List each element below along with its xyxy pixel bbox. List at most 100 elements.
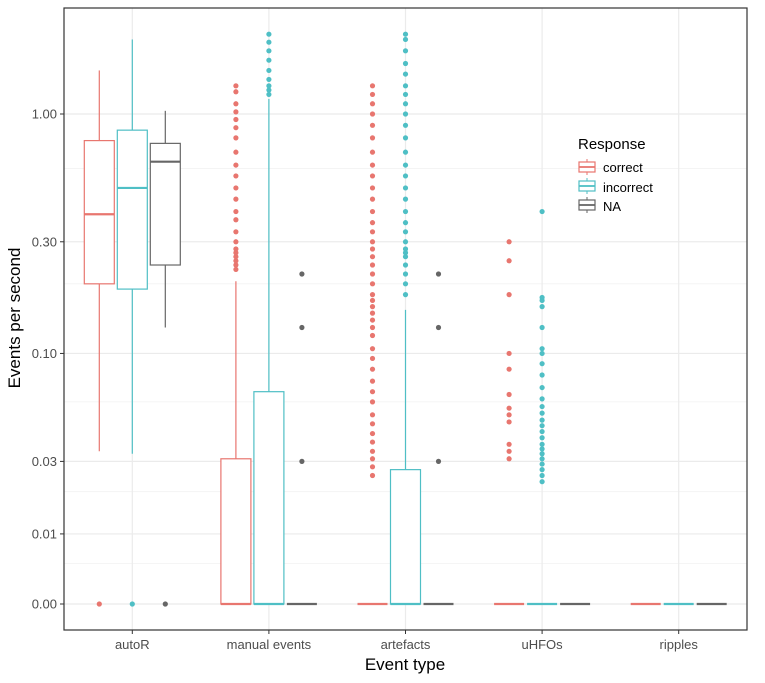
outlier-point	[539, 294, 545, 301]
outlier-point	[506, 448, 512, 454]
legend-keys	[578, 159, 596, 213]
outlier-point	[369, 430, 376, 437]
outlier-point	[539, 428, 545, 435]
outlier-point	[402, 239, 409, 245]
outlier-point	[402, 229, 409, 235]
outlier-point	[402, 162, 409, 168]
outlier-point	[402, 149, 409, 155]
outlier-point	[369, 464, 376, 470]
outlier-point	[266, 31, 272, 37]
y-tick-label: 0.01	[32, 526, 57, 541]
x-axis: autoR manual events artefacts uHFOs ripples	[115, 630, 698, 652]
outlier-point	[539, 456, 545, 462]
outlier-point	[233, 162, 239, 168]
box-iqr	[253, 391, 285, 605]
outlier-point	[539, 417, 545, 423]
outlier-point	[506, 350, 512, 357]
legend-key-incorrect	[578, 178, 596, 194]
x-tick-label: artefacts	[381, 637, 431, 652]
outlier-point	[506, 412, 512, 418]
outlier-point	[539, 304, 545, 310]
outlier-point	[539, 423, 545, 429]
outlier-point	[96, 601, 102, 607]
box-na-1	[286, 271, 317, 606]
y-axis: 0.00 0.01 0.03 0.10 0.30 1.00	[32, 107, 64, 612]
outlier-point	[539, 403, 545, 410]
outlier-point	[266, 83, 272, 89]
box-incorrect-0	[116, 39, 148, 607]
outlier-point	[129, 601, 135, 607]
outlier-point	[402, 101, 409, 107]
outlier-point	[369, 304, 376, 310]
outlier-point	[369, 173, 376, 179]
legend-label-na: NA	[603, 199, 621, 214]
outlier-point	[233, 135, 239, 141]
outlier-point	[266, 57, 272, 63]
outlier-point	[402, 122, 409, 128]
outlier-point	[506, 405, 512, 411]
outlier-point	[369, 91, 376, 98]
outlier-point	[369, 271, 376, 277]
outlier-point	[402, 196, 409, 202]
outlier-point	[266, 39, 272, 45]
outlier-point	[233, 239, 239, 245]
outlier-point	[369, 162, 376, 168]
outlier-point	[266, 67, 272, 74]
outlier-point	[369, 297, 376, 304]
outlier-point	[539, 361, 545, 367]
outlier-point	[369, 439, 376, 445]
outlier-point	[233, 116, 239, 123]
outlier-point	[369, 292, 376, 298]
legend: Response correct incorrect NA	[578, 136, 653, 214]
outlier-point	[435, 271, 442, 277]
outlier-point	[506, 366, 512, 372]
outlier-point	[402, 246, 409, 252]
outlier-point	[233, 266, 239, 273]
outlier-point	[369, 262, 376, 268]
outlier-point	[539, 479, 545, 485]
outlier-point	[402, 48, 409, 54]
box-incorrect-3	[527, 208, 558, 606]
box-na-2	[423, 271, 454, 606]
outlier-point	[369, 220, 376, 226]
outlier-point	[233, 109, 239, 115]
outlier-point	[266, 87, 272, 93]
outlier-point	[369, 421, 376, 427]
outlier-point	[233, 173, 239, 179]
outlier-point	[369, 412, 376, 418]
x-tick-label: ripples	[660, 637, 699, 652]
outlier-point	[233, 217, 239, 223]
box-correct-0	[83, 70, 115, 607]
outlier-point	[369, 239, 376, 245]
y-tick-label: 1.00	[32, 107, 57, 122]
outlier-point	[369, 185, 376, 191]
outlier-point	[402, 71, 409, 77]
outlier-point	[435, 324, 442, 331]
box-correct-3	[494, 239, 525, 606]
outlier-point	[369, 149, 376, 155]
outlier-point	[369, 366, 376, 372]
outlier-point	[402, 83, 409, 89]
series-incorrect	[116, 31, 694, 607]
outlier-point	[435, 458, 442, 464]
outlier-point	[299, 271, 305, 277]
outlier-point	[369, 208, 376, 215]
outlier-point	[233, 185, 239, 191]
outlier-point	[539, 441, 545, 447]
outlier-point	[369, 83, 376, 89]
x-tick-label: manual events	[227, 637, 312, 652]
outlier-point	[539, 472, 545, 479]
outlier-point	[233, 83, 239, 89]
outlier-point	[233, 125, 239, 131]
outlier-point	[162, 601, 168, 607]
legend-label-correct: correct	[603, 160, 643, 175]
outlier-point	[402, 91, 409, 98]
outlier-point	[506, 258, 512, 264]
y-tick-label: 0.00	[32, 597, 57, 612]
outlier-point	[266, 76, 272, 83]
outlier-point	[369, 111, 376, 117]
box-incorrect-2	[389, 31, 422, 606]
outlier-point	[369, 246, 376, 252]
outlier-point	[539, 324, 545, 331]
outlier-point	[369, 355, 376, 362]
